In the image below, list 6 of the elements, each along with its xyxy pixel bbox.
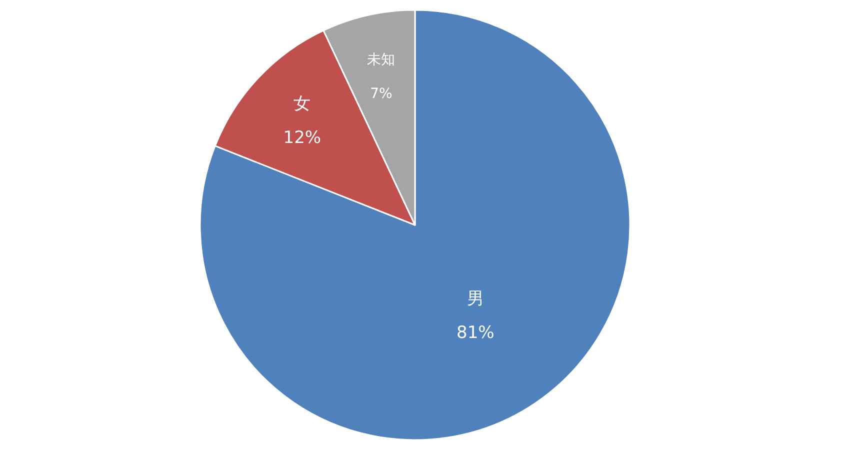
data-label: 12% — [283, 128, 322, 148]
data-label: 7% — [370, 86, 392, 102]
slice-label: 女 — [294, 94, 311, 114]
slice-label: 未知 — [367, 52, 396, 68]
slice-label: 男 — [466, 288, 484, 309]
data-label: 81% — [456, 322, 494, 343]
